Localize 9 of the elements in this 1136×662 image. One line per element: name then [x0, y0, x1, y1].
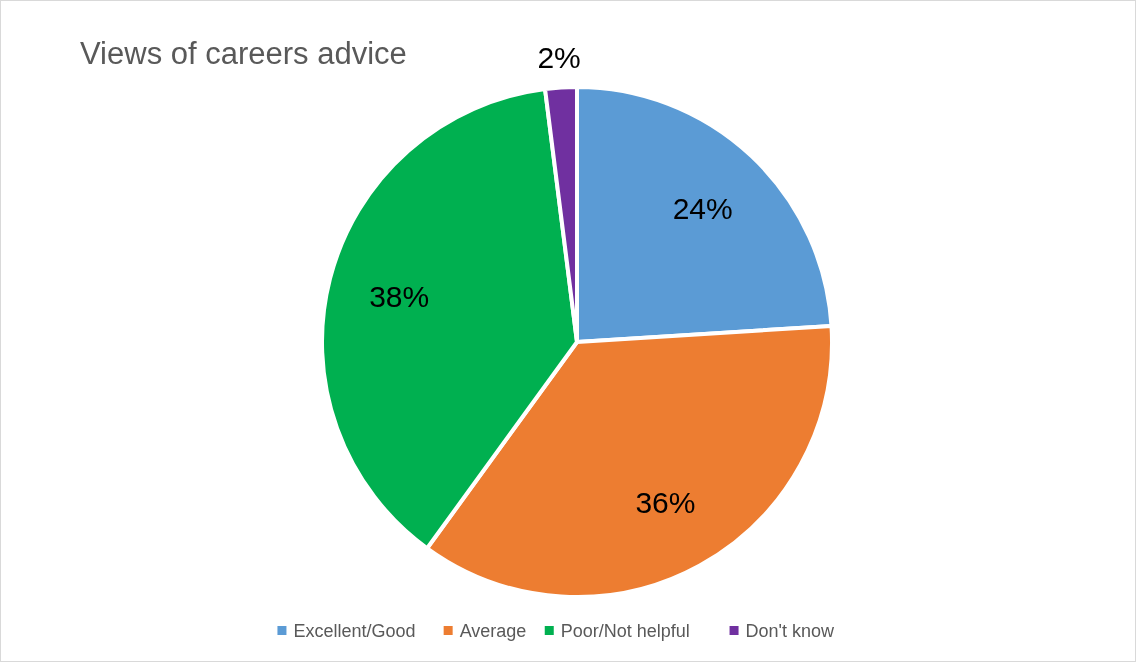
data-label: 24%	[672, 191, 733, 225]
legend-label: Average	[459, 621, 527, 641]
legend-label: Poor/Not helpful	[560, 621, 690, 641]
data-label: 36%	[635, 486, 696, 520]
data-label: 2%	[537, 41, 581, 75]
chart-title: Views of careers advice	[80, 36, 407, 71]
legend-label: Excellent/Good	[293, 621, 416, 641]
legend-label: Don't know	[745, 621, 836, 641]
data-label: 38%	[369, 279, 430, 313]
